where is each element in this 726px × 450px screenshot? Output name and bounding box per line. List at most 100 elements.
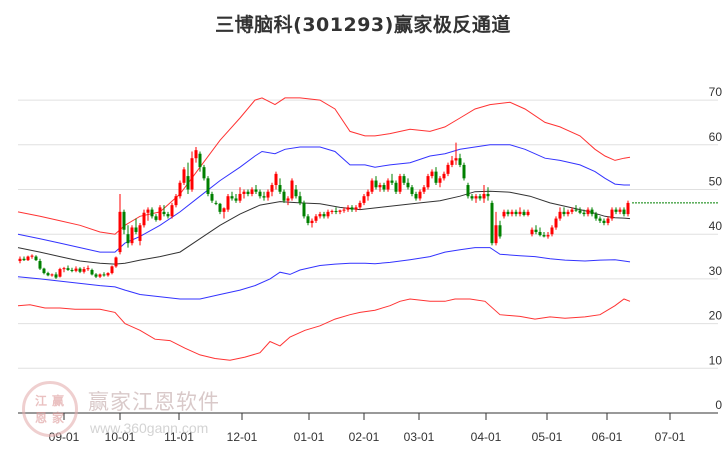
candle-down: [598, 218, 602, 221]
candle-down: [322, 214, 326, 217]
candle-down: [66, 268, 70, 270]
x-tick-label: 03-01: [404, 430, 435, 444]
candle-down: [166, 214, 170, 217]
candle-up: [130, 227, 134, 244]
candle-down: [498, 225, 502, 237]
candle-down: [22, 258, 26, 261]
candle-down: [70, 269, 74, 271]
upper-outer-band-line: [17, 97, 631, 235]
candle-down: [38, 261, 42, 269]
candle-up: [290, 180, 294, 199]
candle-down: [214, 202, 218, 204]
candle-down: [410, 187, 414, 194]
candle-up: [546, 235, 550, 237]
candle-up: [378, 185, 382, 188]
candle-up: [474, 196, 478, 199]
candle-down: [234, 198, 238, 201]
candle-up: [338, 210, 342, 212]
candle-up: [274, 173, 278, 186]
candle-up: [518, 211, 522, 215]
candle-up: [110, 266, 114, 274]
candle-down: [202, 167, 206, 179]
y-tick-label: 30: [709, 264, 723, 278]
candle-down: [622, 209, 626, 215]
candle-down: [46, 273, 50, 276]
candle-up: [358, 202, 362, 208]
candle-up: [418, 191, 422, 199]
candle-up: [58, 269, 62, 277]
y-tick-label: 10: [709, 353, 723, 367]
candle-down: [374, 180, 378, 188]
candle-up: [346, 207, 350, 210]
candle-up: [182, 169, 186, 183]
candle-down: [78, 268, 82, 272]
x-tick-label: 05-01: [532, 430, 563, 444]
lower-outer-band-line: [17, 298, 631, 361]
candle-down: [306, 216, 310, 224]
candle-up: [174, 196, 178, 206]
candle-down: [90, 269, 94, 275]
candle-up: [422, 187, 426, 192]
candle-up: [26, 256, 30, 261]
candle-down: [246, 191, 250, 194]
candle-down: [302, 202, 306, 217]
candle-down: [254, 189, 258, 192]
candle-down: [278, 185, 282, 192]
x-axis: 09-01 10-01 11-01 12-01 01-01 02-01 03-01 04-01…: [18, 412, 718, 444]
logo-char: 赢: [52, 394, 65, 408]
candle-down: [594, 214, 598, 219]
candle-up: [74, 268, 78, 271]
candle-up: [318, 214, 322, 217]
candle-down: [458, 158, 462, 165]
watermark-url: www.360gann.com: [90, 420, 209, 436]
candle-up: [226, 196, 230, 210]
candle-up: [554, 218, 558, 228]
y-tick-label: 0: [715, 398, 722, 412]
candle-up: [326, 211, 330, 217]
grid-lines: [18, 99, 718, 369]
candle-up: [502, 211, 506, 217]
candle-up: [30, 255, 34, 257]
candle-up: [586, 209, 590, 215]
candle-down: [614, 209, 618, 212]
candle-up: [242, 191, 246, 194]
x-tick-label: 02-01: [349, 430, 380, 444]
candle-down: [258, 191, 262, 197]
candle-down: [218, 203, 222, 212]
x-tick-label: 10-01: [105, 430, 136, 444]
candle-down: [582, 212, 586, 215]
lower-inner-band-line: [17, 247, 631, 300]
candle-up: [222, 208, 226, 212]
candle-down: [162, 211, 166, 215]
watermark-brand: 赢家江恩软件: [88, 390, 220, 414]
candle-up: [286, 198, 290, 201]
candle-down: [478, 196, 482, 199]
candle-up: [270, 185, 274, 192]
x-tick-label: 11-01: [164, 430, 194, 444]
candle-up: [114, 257, 118, 267]
candle-down: [186, 176, 190, 190]
candle-up: [530, 229, 534, 235]
candle-down: [230, 196, 234, 199]
candle-down: [514, 211, 518, 215]
candle-up: [550, 227, 554, 235]
candle-down: [406, 182, 410, 188]
candle-up: [342, 209, 346, 211]
candle-down: [94, 274, 98, 277]
candle-down: [282, 191, 286, 201]
candle-down: [34, 256, 38, 261]
candle-down: [294, 189, 298, 197]
candle-down: [522, 211, 526, 215]
candle-down: [402, 176, 406, 183]
candle-down: [394, 182, 398, 192]
x-tick-label: 07-01: [655, 430, 686, 444]
candles: [18, 142, 630, 279]
candle-down: [490, 202, 494, 244]
candle-up: [366, 191, 370, 197]
candle-up: [362, 196, 366, 203]
candle-up: [86, 268, 90, 270]
candle-up: [142, 212, 146, 226]
candle-down: [42, 268, 46, 274]
candle-down: [298, 196, 302, 203]
candle-up: [50, 274, 54, 276]
